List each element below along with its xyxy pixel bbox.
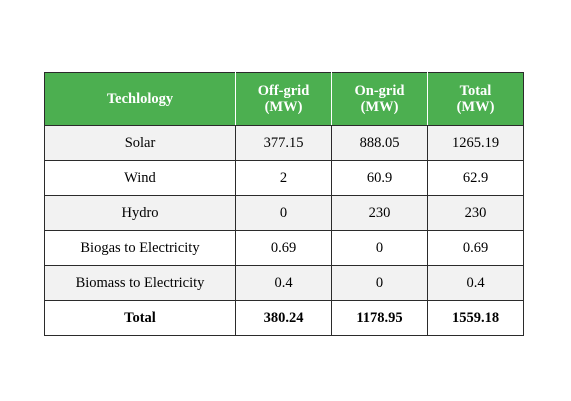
technology-cell: Hydro (44, 195, 236, 231)
header-technology: Techlology (44, 72, 236, 126)
table-row: Solar 377.15 888.05 1265.19 (44, 125, 524, 161)
total-on-grid-cell: 1178.95 (331, 300, 428, 336)
total-cell: 230 (427, 195, 524, 231)
total-total-cell: 1559.18 (427, 300, 524, 336)
table-row: Hydro 0 230 230 (44, 195, 524, 231)
energy-capacity-table: Techlology Off-grid (MW) On-grid (MW) Tota… (44, 72, 524, 336)
technology-cell: Solar (44, 125, 236, 161)
header-off-grid-label: Off-grid (257, 83, 310, 99)
header-total: Total (MW) (427, 72, 524, 126)
on-grid-cell: 60.9 (331, 160, 428, 196)
table-row: Biogas to Electricity 0.69 0 0.69 (44, 230, 524, 266)
header-total-unit: (MW) (456, 99, 495, 115)
total-label-cell: Total (44, 300, 236, 336)
table-row: Biomass to Electricity 0.4 0 0.4 (44, 265, 524, 301)
technology-cell: Wind (44, 160, 236, 196)
header-on-grid: On-grid (MW) (331, 72, 428, 126)
off-grid-cell: 0 (235, 195, 332, 231)
off-grid-cell: 0.4 (235, 265, 332, 301)
header-total-label: Total (459, 83, 492, 99)
table-header: Techlology Off-grid (MW) On-grid (MW) Tota… (44, 72, 524, 126)
table-body: Solar 377.15 888.05 1265.19 Wind 2 60.9 … (44, 125, 524, 336)
header-off-grid: Off-grid (MW) (235, 72, 332, 126)
total-cell: 0.69 (427, 230, 524, 266)
header-on-grid-label: On-grid (354, 83, 405, 99)
total-cell: 0.4 (427, 265, 524, 301)
header-row: Techlology Off-grid (MW) On-grid (MW) Tota… (44, 72, 524, 126)
technology-cell: Biomass to Electricity (44, 265, 236, 301)
off-grid-cell: 377.15 (235, 125, 332, 161)
on-grid-cell: 230 (331, 195, 428, 231)
header-off-grid-unit: (MW) (264, 99, 303, 115)
total-off-grid-cell: 380.24 (235, 300, 332, 336)
on-grid-cell: 0 (331, 230, 428, 266)
on-grid-cell: 888.05 (331, 125, 428, 161)
total-cell: 62.9 (427, 160, 524, 196)
header-technology-label: Techlology (106, 91, 174, 107)
table-row: Wind 2 60.9 62.9 (44, 160, 524, 196)
total-row: Total 380.24 1178.95 1559.18 (44, 300, 524, 336)
on-grid-cell: 0 (331, 265, 428, 301)
off-grid-cell: 0.69 (235, 230, 332, 266)
technology-cell: Biogas to Electricity (44, 230, 236, 266)
header-on-grid-unit: (MW) (360, 99, 399, 115)
off-grid-cell: 2 (235, 160, 332, 196)
total-cell: 1265.19 (427, 125, 524, 161)
